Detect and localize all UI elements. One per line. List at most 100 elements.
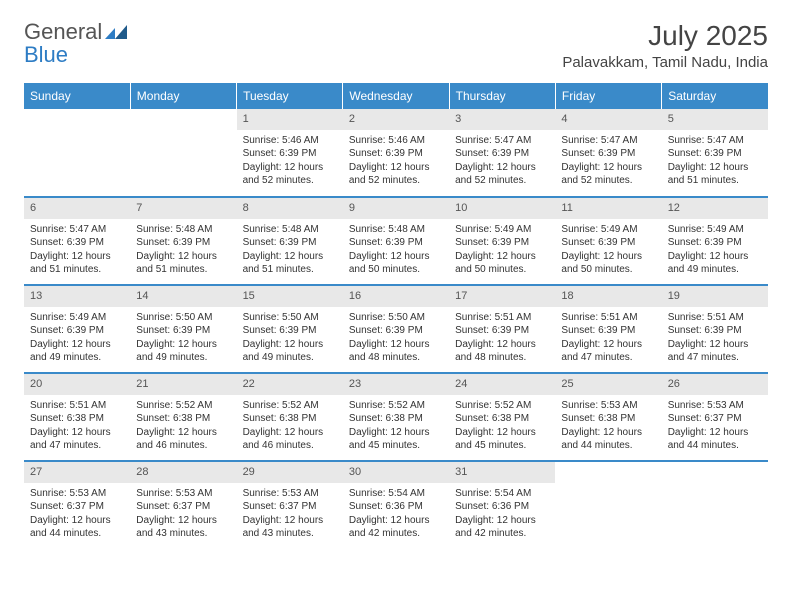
day-content: Sunrise: 5:52 AMSunset: 6:38 PMDaylight:… xyxy=(130,395,236,459)
sunrise-text: Sunrise: 5:50 AM xyxy=(349,311,443,325)
day-number: 12 xyxy=(662,198,768,219)
daylight-text: Daylight: 12 hours and 44 minutes. xyxy=(561,426,655,453)
brand-logo: GeneralBlue xyxy=(24,20,127,66)
day-number: 14 xyxy=(130,286,236,307)
sunset-text: Sunset: 6:39 PM xyxy=(561,324,655,338)
calendar-cell: 10Sunrise: 5:49 AMSunset: 6:39 PMDayligh… xyxy=(449,197,555,285)
day-number: 23 xyxy=(343,374,449,395)
calendar-cell: 12Sunrise: 5:49 AMSunset: 6:39 PMDayligh… xyxy=(662,197,768,285)
title-block: July 2025 Palavakkam, Tamil Nadu, India xyxy=(562,20,768,71)
calendar-cell: 11Sunrise: 5:49 AMSunset: 6:39 PMDayligh… xyxy=(555,197,661,285)
day-content: Sunrise: 5:50 AMSunset: 6:39 PMDaylight:… xyxy=(343,307,449,371)
calendar-cell: 26Sunrise: 5:53 AMSunset: 6:37 PMDayligh… xyxy=(662,373,768,461)
day-number: 24 xyxy=(449,374,555,395)
sunset-text: Sunset: 6:39 PM xyxy=(243,236,337,250)
day-content: Sunrise: 5:49 AMSunset: 6:39 PMDaylight:… xyxy=(449,219,555,283)
day-content: Sunrise: 5:48 AMSunset: 6:39 PMDaylight:… xyxy=(130,219,236,283)
day-number: 18 xyxy=(555,286,661,307)
sunrise-text: Sunrise: 5:51 AM xyxy=(561,311,655,325)
day-content: Sunrise: 5:49 AMSunset: 6:39 PMDaylight:… xyxy=(662,219,768,283)
calendar-cell xyxy=(555,461,661,549)
day-content: Sunrise: 5:48 AMSunset: 6:39 PMDaylight:… xyxy=(237,219,343,283)
day-number: 22 xyxy=(237,374,343,395)
daylight-text: Daylight: 12 hours and 49 minutes. xyxy=(136,338,230,365)
daylight-text: Daylight: 12 hours and 45 minutes. xyxy=(455,426,549,453)
day-content: Sunrise: 5:47 AMSunset: 6:39 PMDaylight:… xyxy=(555,130,661,194)
sunrise-text: Sunrise: 5:52 AM xyxy=(243,399,337,413)
weekday-header: Wednesday xyxy=(343,83,449,109)
daylight-text: Daylight: 12 hours and 50 minutes. xyxy=(349,250,443,277)
sunset-text: Sunset: 6:39 PM xyxy=(455,147,549,161)
sunset-text: Sunset: 6:38 PM xyxy=(455,412,549,426)
daylight-text: Daylight: 12 hours and 44 minutes. xyxy=(30,514,124,541)
sunset-text: Sunset: 6:38 PM xyxy=(243,412,337,426)
sunset-text: Sunset: 6:37 PM xyxy=(243,500,337,514)
calendar-row: 13Sunrise: 5:49 AMSunset: 6:39 PMDayligh… xyxy=(24,285,768,373)
sunrise-text: Sunrise: 5:51 AM xyxy=(668,311,762,325)
calendar-head: Sunday Monday Tuesday Wednesday Thursday… xyxy=(24,83,768,109)
daylight-text: Daylight: 12 hours and 48 minutes. xyxy=(349,338,443,365)
daylight-text: Daylight: 12 hours and 52 minutes. xyxy=(349,161,443,188)
day-content: Sunrise: 5:51 AMSunset: 6:39 PMDaylight:… xyxy=(555,307,661,371)
sunrise-text: Sunrise: 5:54 AM xyxy=(349,487,443,501)
sunrise-text: Sunrise: 5:48 AM xyxy=(136,223,230,237)
calendar-cell: 8Sunrise: 5:48 AMSunset: 6:39 PMDaylight… xyxy=(237,197,343,285)
day-content: Sunrise: 5:54 AMSunset: 6:36 PMDaylight:… xyxy=(449,483,555,547)
daylight-text: Daylight: 12 hours and 52 minutes. xyxy=(561,161,655,188)
sunset-text: Sunset: 6:39 PM xyxy=(455,324,549,338)
daylight-text: Daylight: 12 hours and 49 minutes. xyxy=(30,338,124,365)
calendar-cell: 15Sunrise: 5:50 AMSunset: 6:39 PMDayligh… xyxy=(237,285,343,373)
daylight-text: Daylight: 12 hours and 47 minutes. xyxy=(668,338,762,365)
day-content: Sunrise: 5:51 AMSunset: 6:39 PMDaylight:… xyxy=(449,307,555,371)
sunset-text: Sunset: 6:39 PM xyxy=(243,324,337,338)
calendar-table: Sunday Monday Tuesday Wednesday Thursday… xyxy=(24,83,768,549)
sunset-text: Sunset: 6:39 PM xyxy=(136,236,230,250)
sunrise-text: Sunrise: 5:46 AM xyxy=(349,134,443,148)
sunset-text: Sunset: 6:38 PM xyxy=(349,412,443,426)
day-content: Sunrise: 5:46 AMSunset: 6:39 PMDaylight:… xyxy=(343,130,449,194)
sunset-text: Sunset: 6:38 PM xyxy=(30,412,124,426)
calendar-cell: 30Sunrise: 5:54 AMSunset: 6:36 PMDayligh… xyxy=(343,461,449,549)
weekday-header: Tuesday xyxy=(237,83,343,109)
calendar-row: 6Sunrise: 5:47 AMSunset: 6:39 PMDaylight… xyxy=(24,197,768,285)
sunrise-text: Sunrise: 5:46 AM xyxy=(243,134,337,148)
day-content: Sunrise: 5:47 AMSunset: 6:39 PMDaylight:… xyxy=(24,219,130,283)
sunset-text: Sunset: 6:39 PM xyxy=(561,147,655,161)
calendar-cell: 1Sunrise: 5:46 AMSunset: 6:39 PMDaylight… xyxy=(237,109,343,197)
sunset-text: Sunset: 6:37 PM xyxy=(668,412,762,426)
day-content: Sunrise: 5:51 AMSunset: 6:39 PMDaylight:… xyxy=(662,307,768,371)
day-content: Sunrise: 5:49 AMSunset: 6:39 PMDaylight:… xyxy=(24,307,130,371)
sunrise-text: Sunrise: 5:53 AM xyxy=(243,487,337,501)
sunset-text: Sunset: 6:36 PM xyxy=(349,500,443,514)
calendar-cell: 29Sunrise: 5:53 AMSunset: 6:37 PMDayligh… xyxy=(237,461,343,549)
daylight-text: Daylight: 12 hours and 48 minutes. xyxy=(455,338,549,365)
day-content: Sunrise: 5:50 AMSunset: 6:39 PMDaylight:… xyxy=(237,307,343,371)
day-content: Sunrise: 5:53 AMSunset: 6:37 PMDaylight:… xyxy=(662,395,768,459)
day-content: Sunrise: 5:52 AMSunset: 6:38 PMDaylight:… xyxy=(449,395,555,459)
day-number: 3 xyxy=(449,109,555,130)
calendar-cell xyxy=(24,109,130,197)
sunrise-text: Sunrise: 5:47 AM xyxy=(30,223,124,237)
sunrise-text: Sunrise: 5:52 AM xyxy=(136,399,230,413)
day-number: 20 xyxy=(24,374,130,395)
calendar-cell: 24Sunrise: 5:52 AMSunset: 6:38 PMDayligh… xyxy=(449,373,555,461)
sunrise-text: Sunrise: 5:48 AM xyxy=(349,223,443,237)
sunset-text: Sunset: 6:39 PM xyxy=(349,236,443,250)
calendar-body: 1Sunrise: 5:46 AMSunset: 6:39 PMDaylight… xyxy=(24,109,768,549)
day-content: Sunrise: 5:53 AMSunset: 6:38 PMDaylight:… xyxy=(555,395,661,459)
day-number: 16 xyxy=(343,286,449,307)
day-content: Sunrise: 5:47 AMSunset: 6:39 PMDaylight:… xyxy=(662,130,768,194)
daylight-text: Daylight: 12 hours and 51 minutes. xyxy=(136,250,230,277)
day-number: 13 xyxy=(24,286,130,307)
month-title: July 2025 xyxy=(562,20,768,52)
sunrise-text: Sunrise: 5:49 AM xyxy=(668,223,762,237)
day-number: 1 xyxy=(237,109,343,130)
location-text: Palavakkam, Tamil Nadu, India xyxy=(562,54,768,71)
calendar-row: 20Sunrise: 5:51 AMSunset: 6:38 PMDayligh… xyxy=(24,373,768,461)
day-content: Sunrise: 5:52 AMSunset: 6:38 PMDaylight:… xyxy=(237,395,343,459)
daylight-text: Daylight: 12 hours and 43 minutes. xyxy=(136,514,230,541)
sunset-text: Sunset: 6:36 PM xyxy=(455,500,549,514)
sunrise-text: Sunrise: 5:49 AM xyxy=(561,223,655,237)
day-number: 2 xyxy=(343,109,449,130)
calendar-cell xyxy=(662,461,768,549)
